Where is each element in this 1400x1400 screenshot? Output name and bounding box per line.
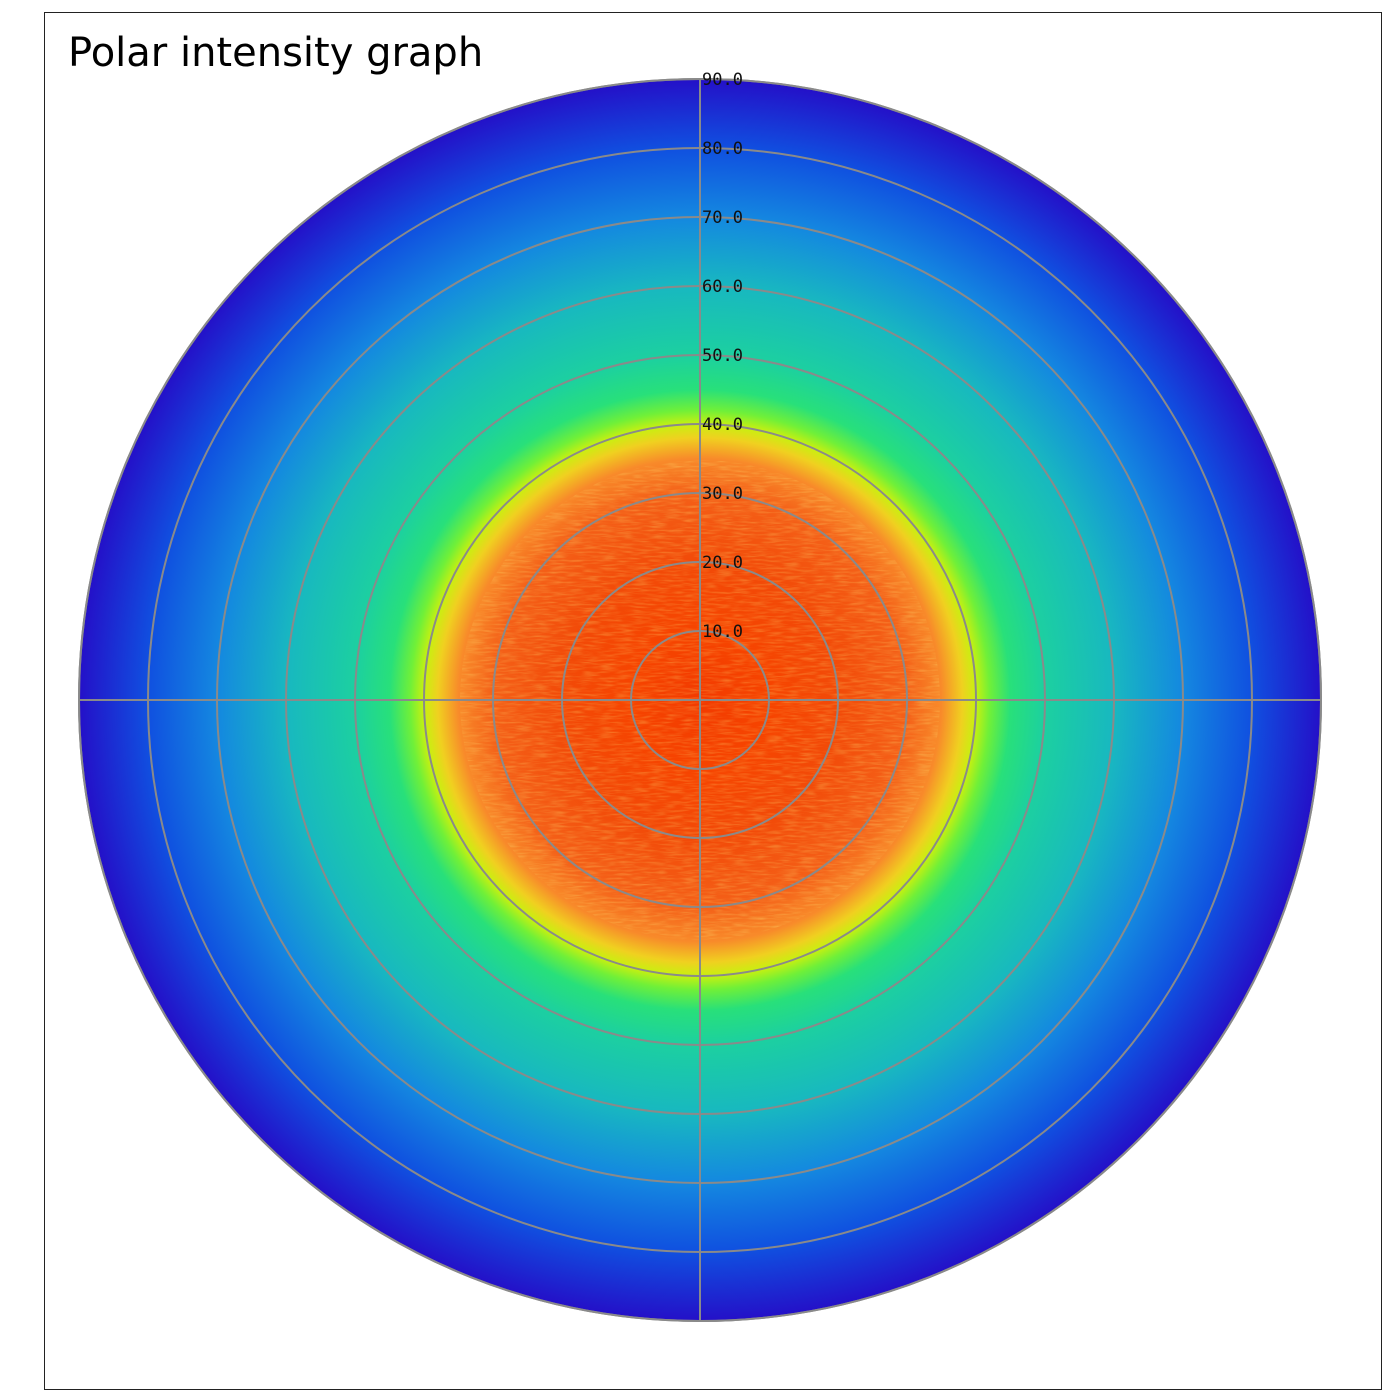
radial-gridline [630,630,770,770]
radial-tick-label: 80.0 [702,139,743,159]
radial-tick-label: 50.0 [702,346,743,366]
outer-boundary [78,78,1322,1322]
radial-gridline [423,423,977,977]
radial-gridline [561,561,839,839]
polar-grid [78,78,1322,1322]
radial-tick-label: 10.0 [702,622,743,642]
radial-tick-label: 90.0 [702,70,743,90]
radial-tick-label: 40.0 [702,415,743,435]
radial-tick-label: 30.0 [702,484,743,504]
radial-tick-label: 20.0 [702,553,743,573]
radial-gridline [147,147,1253,1253]
radial-gridline [285,285,1115,1115]
plot-frame [44,12,1382,1390]
radial-tick-label: 60.0 [702,277,743,297]
radial-gridline [354,354,1046,1046]
chart-title: Polar intensity graph [68,30,484,76]
radial-gridline [216,216,1184,1184]
radial-tick-labels: 10.0 20.0 30.0 40.0 50.0 60.0 70.0 80.0 90.0 [702,70,743,642]
radial-gridline [492,492,908,908]
radial-tick-label: 70.0 [702,208,743,228]
